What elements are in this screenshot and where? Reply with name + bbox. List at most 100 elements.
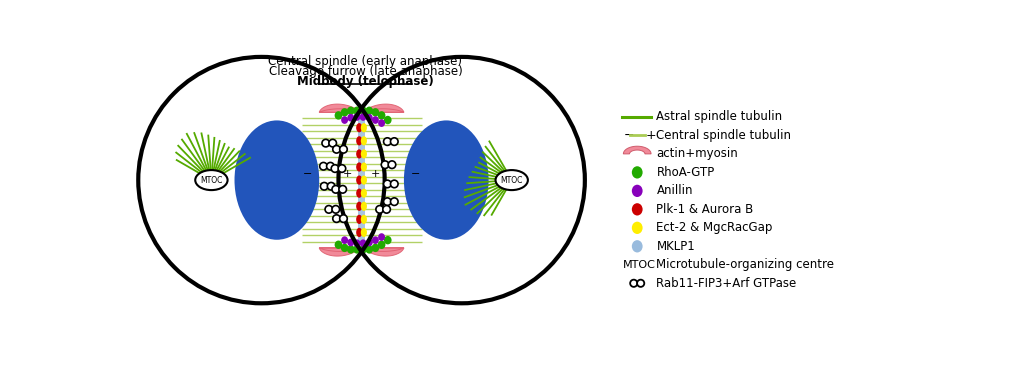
Ellipse shape: [347, 114, 354, 122]
Ellipse shape: [347, 245, 354, 254]
Ellipse shape: [632, 166, 643, 178]
Circle shape: [630, 280, 637, 287]
Ellipse shape: [341, 236, 348, 244]
Ellipse shape: [378, 119, 385, 127]
Circle shape: [339, 57, 585, 303]
Ellipse shape: [360, 162, 367, 172]
Circle shape: [328, 182, 335, 190]
Circle shape: [332, 205, 340, 213]
Ellipse shape: [372, 108, 379, 116]
Ellipse shape: [196, 170, 227, 190]
Circle shape: [339, 185, 346, 193]
Ellipse shape: [360, 228, 367, 237]
Text: Microtubule-organizing centre: Microtubule-organizing centre: [656, 258, 835, 271]
Ellipse shape: [353, 239, 360, 247]
Ellipse shape: [335, 241, 342, 249]
Ellipse shape: [378, 111, 385, 120]
Circle shape: [338, 165, 346, 172]
Polygon shape: [319, 248, 361, 256]
Circle shape: [138, 57, 385, 303]
Text: Midbody (telophase): Midbody (telophase): [297, 75, 434, 88]
Text: −: −: [303, 169, 312, 179]
Circle shape: [327, 162, 334, 170]
Polygon shape: [319, 104, 361, 112]
Ellipse shape: [372, 116, 379, 124]
Circle shape: [333, 146, 340, 153]
Ellipse shape: [347, 107, 354, 115]
Circle shape: [388, 161, 395, 169]
Text: Cleavage furrow (late anaphase): Cleavage furrow (late anaphase): [268, 65, 462, 78]
Ellipse shape: [356, 201, 362, 211]
Ellipse shape: [632, 185, 643, 197]
Ellipse shape: [360, 123, 367, 132]
Ellipse shape: [356, 189, 362, 198]
Ellipse shape: [347, 239, 354, 246]
Ellipse shape: [356, 215, 362, 224]
Text: MKLP1: MKLP1: [656, 240, 695, 253]
Ellipse shape: [359, 245, 367, 254]
Circle shape: [331, 165, 339, 172]
Ellipse shape: [234, 120, 319, 240]
Ellipse shape: [359, 113, 367, 121]
Circle shape: [376, 205, 383, 213]
Ellipse shape: [366, 245, 373, 254]
Circle shape: [390, 180, 398, 188]
Ellipse shape: [360, 149, 367, 158]
Text: +: +: [371, 169, 380, 179]
Ellipse shape: [360, 176, 367, 185]
Ellipse shape: [360, 189, 367, 198]
Circle shape: [340, 146, 347, 153]
Ellipse shape: [341, 108, 348, 116]
Circle shape: [390, 198, 398, 205]
Ellipse shape: [356, 162, 362, 172]
Circle shape: [329, 139, 337, 147]
Ellipse shape: [366, 107, 373, 115]
Ellipse shape: [353, 245, 360, 254]
Circle shape: [383, 205, 390, 213]
Ellipse shape: [360, 136, 367, 145]
Polygon shape: [361, 248, 403, 256]
Circle shape: [340, 215, 347, 222]
Text: RhoA-GTP: RhoA-GTP: [656, 166, 715, 179]
Text: +: +: [343, 169, 352, 179]
Ellipse shape: [353, 113, 360, 121]
Ellipse shape: [403, 120, 488, 240]
Circle shape: [332, 185, 340, 193]
Ellipse shape: [372, 243, 379, 252]
Circle shape: [325, 205, 333, 213]
Text: Rab11-FIP3+Arf GTPase: Rab11-FIP3+Arf GTPase: [656, 277, 797, 290]
Ellipse shape: [341, 243, 348, 252]
Ellipse shape: [359, 239, 367, 247]
Text: MTOC: MTOC: [501, 176, 523, 185]
Circle shape: [390, 138, 398, 145]
Ellipse shape: [632, 203, 643, 215]
Bar: [357, 117, 366, 243]
Ellipse shape: [496, 170, 528, 190]
Ellipse shape: [632, 222, 643, 234]
Ellipse shape: [366, 239, 373, 246]
Circle shape: [321, 182, 328, 190]
Text: actin+myosin: actin+myosin: [656, 147, 738, 160]
Polygon shape: [361, 104, 403, 112]
Ellipse shape: [360, 201, 367, 211]
Ellipse shape: [372, 236, 379, 244]
Ellipse shape: [360, 215, 367, 224]
Polygon shape: [624, 146, 651, 154]
Ellipse shape: [359, 107, 367, 115]
Circle shape: [333, 215, 340, 222]
Ellipse shape: [356, 228, 362, 237]
Circle shape: [381, 161, 389, 169]
Text: −: −: [411, 169, 420, 179]
Text: Central spindle tubulin: Central spindle tubulin: [656, 129, 792, 142]
Text: +: +: [646, 129, 656, 142]
Circle shape: [384, 198, 391, 205]
Ellipse shape: [632, 240, 643, 253]
Ellipse shape: [356, 149, 362, 158]
Text: Central spindle (early anaphase): Central spindle (early anaphase): [268, 55, 463, 68]
Circle shape: [322, 139, 330, 147]
Ellipse shape: [341, 116, 348, 124]
Circle shape: [384, 138, 391, 145]
Text: MTOC: MTOC: [624, 260, 656, 270]
Text: Plk-1 & Aurora B: Plk-1 & Aurora B: [656, 203, 754, 216]
Text: Astral spindle tubulin: Astral spindle tubulin: [656, 111, 782, 123]
